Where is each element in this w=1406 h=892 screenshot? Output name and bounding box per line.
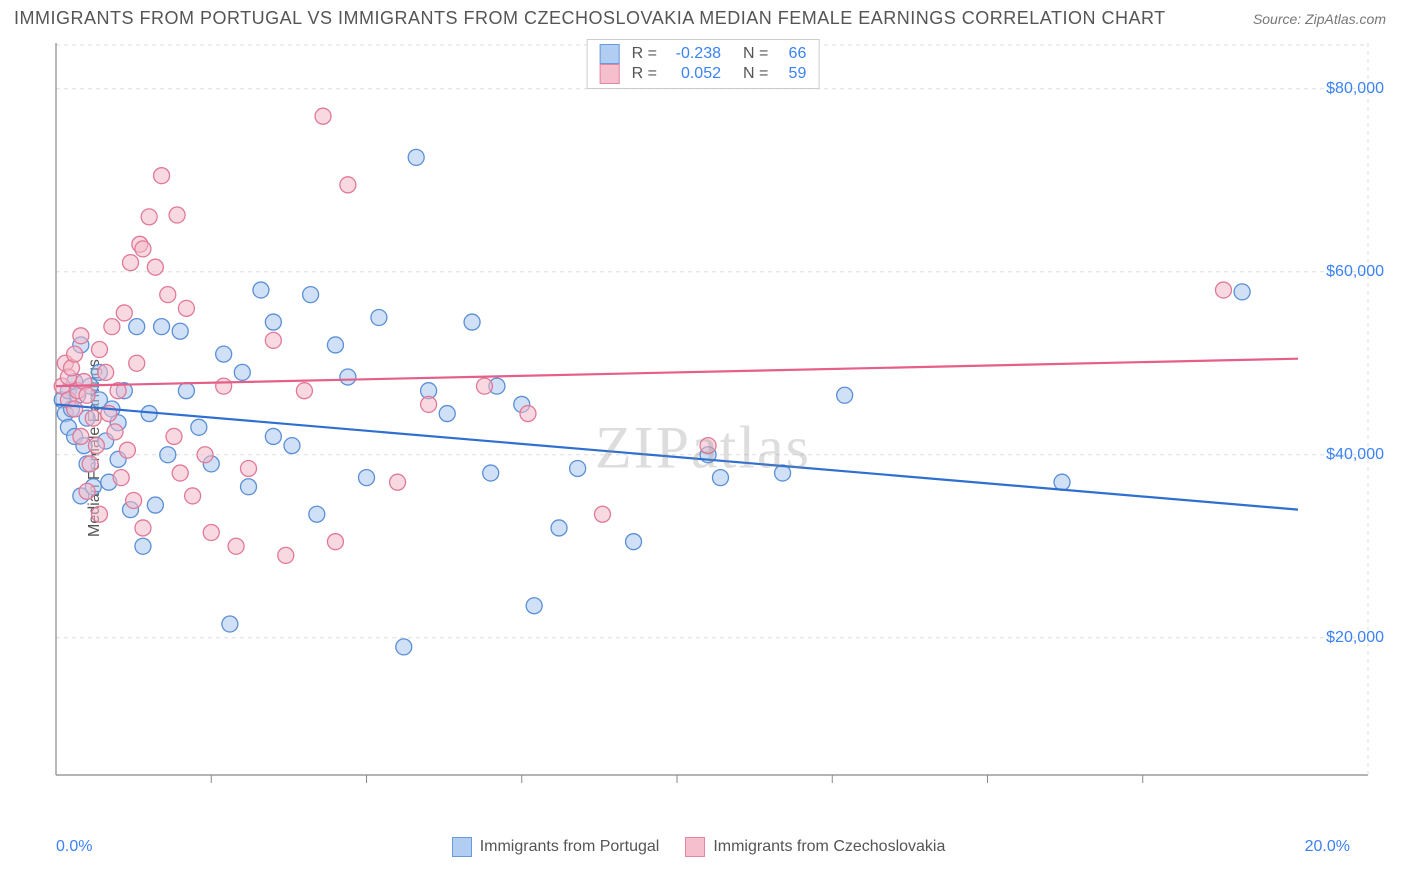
y-tick-label: $20,000 <box>1326 629 1384 647</box>
y-tick-label: $80,000 <box>1326 80 1384 98</box>
legend-series-items: Immigrants from Portugal Immigrants from … <box>452 837 946 857</box>
r-label: R = <box>632 45 657 63</box>
legend-swatch <box>685 837 705 857</box>
legend-series-label: Immigrants from Portugal <box>480 838 660 856</box>
legend-correlation-row: R = -0.238 N = 66 <box>600 44 807 64</box>
legend-swatch <box>600 64 620 84</box>
legend-series: 0.0% Immigrants from PortugalImmigrants … <box>0 837 1406 857</box>
legend-series-item: Immigrants from Czechoslovakia <box>685 837 945 857</box>
chart-source: Source: ZipAtlas.com <box>1253 11 1386 27</box>
r-label: R = <box>632 65 657 83</box>
r-value: 0.052 <box>667 65 721 83</box>
y-tick-label: $40,000 <box>1326 446 1384 464</box>
chart-area: Median Female Earnings ZIPatlas R =-0.23… <box>0 33 1406 863</box>
chart-header: IMMIGRANTS FROM PORTUGAL VS IMMIGRANTS F… <box>0 0 1406 33</box>
chart-title: IMMIGRANTS FROM PORTUGAL VS IMMIGRANTS F… <box>14 8 1166 29</box>
legend-correlation-row: R = 0.052 N = 59 <box>600 64 807 84</box>
legend-series-item: Immigrants from Portugal <box>452 837 660 857</box>
x-axis-min-label: 0.0% <box>56 838 92 856</box>
legend-series-label: Immigrants from Czechoslovakia <box>713 838 945 856</box>
scatter-plot <box>48 33 1388 823</box>
n-value: 66 <box>778 45 806 63</box>
legend-swatch <box>452 837 472 857</box>
n-label: N = <box>743 45 768 63</box>
n-label: N = <box>743 65 768 83</box>
n-value: 59 <box>778 65 806 83</box>
y-tick-label: $60,000 <box>1326 263 1384 281</box>
r-value: -0.238 <box>667 45 721 63</box>
legend-correlation: R = -0.238 N = 66 R = 0.052 N = 59 <box>587 39 820 89</box>
x-axis-max-label: 20.0% <box>1305 838 1350 856</box>
legend-swatch <box>600 44 620 64</box>
